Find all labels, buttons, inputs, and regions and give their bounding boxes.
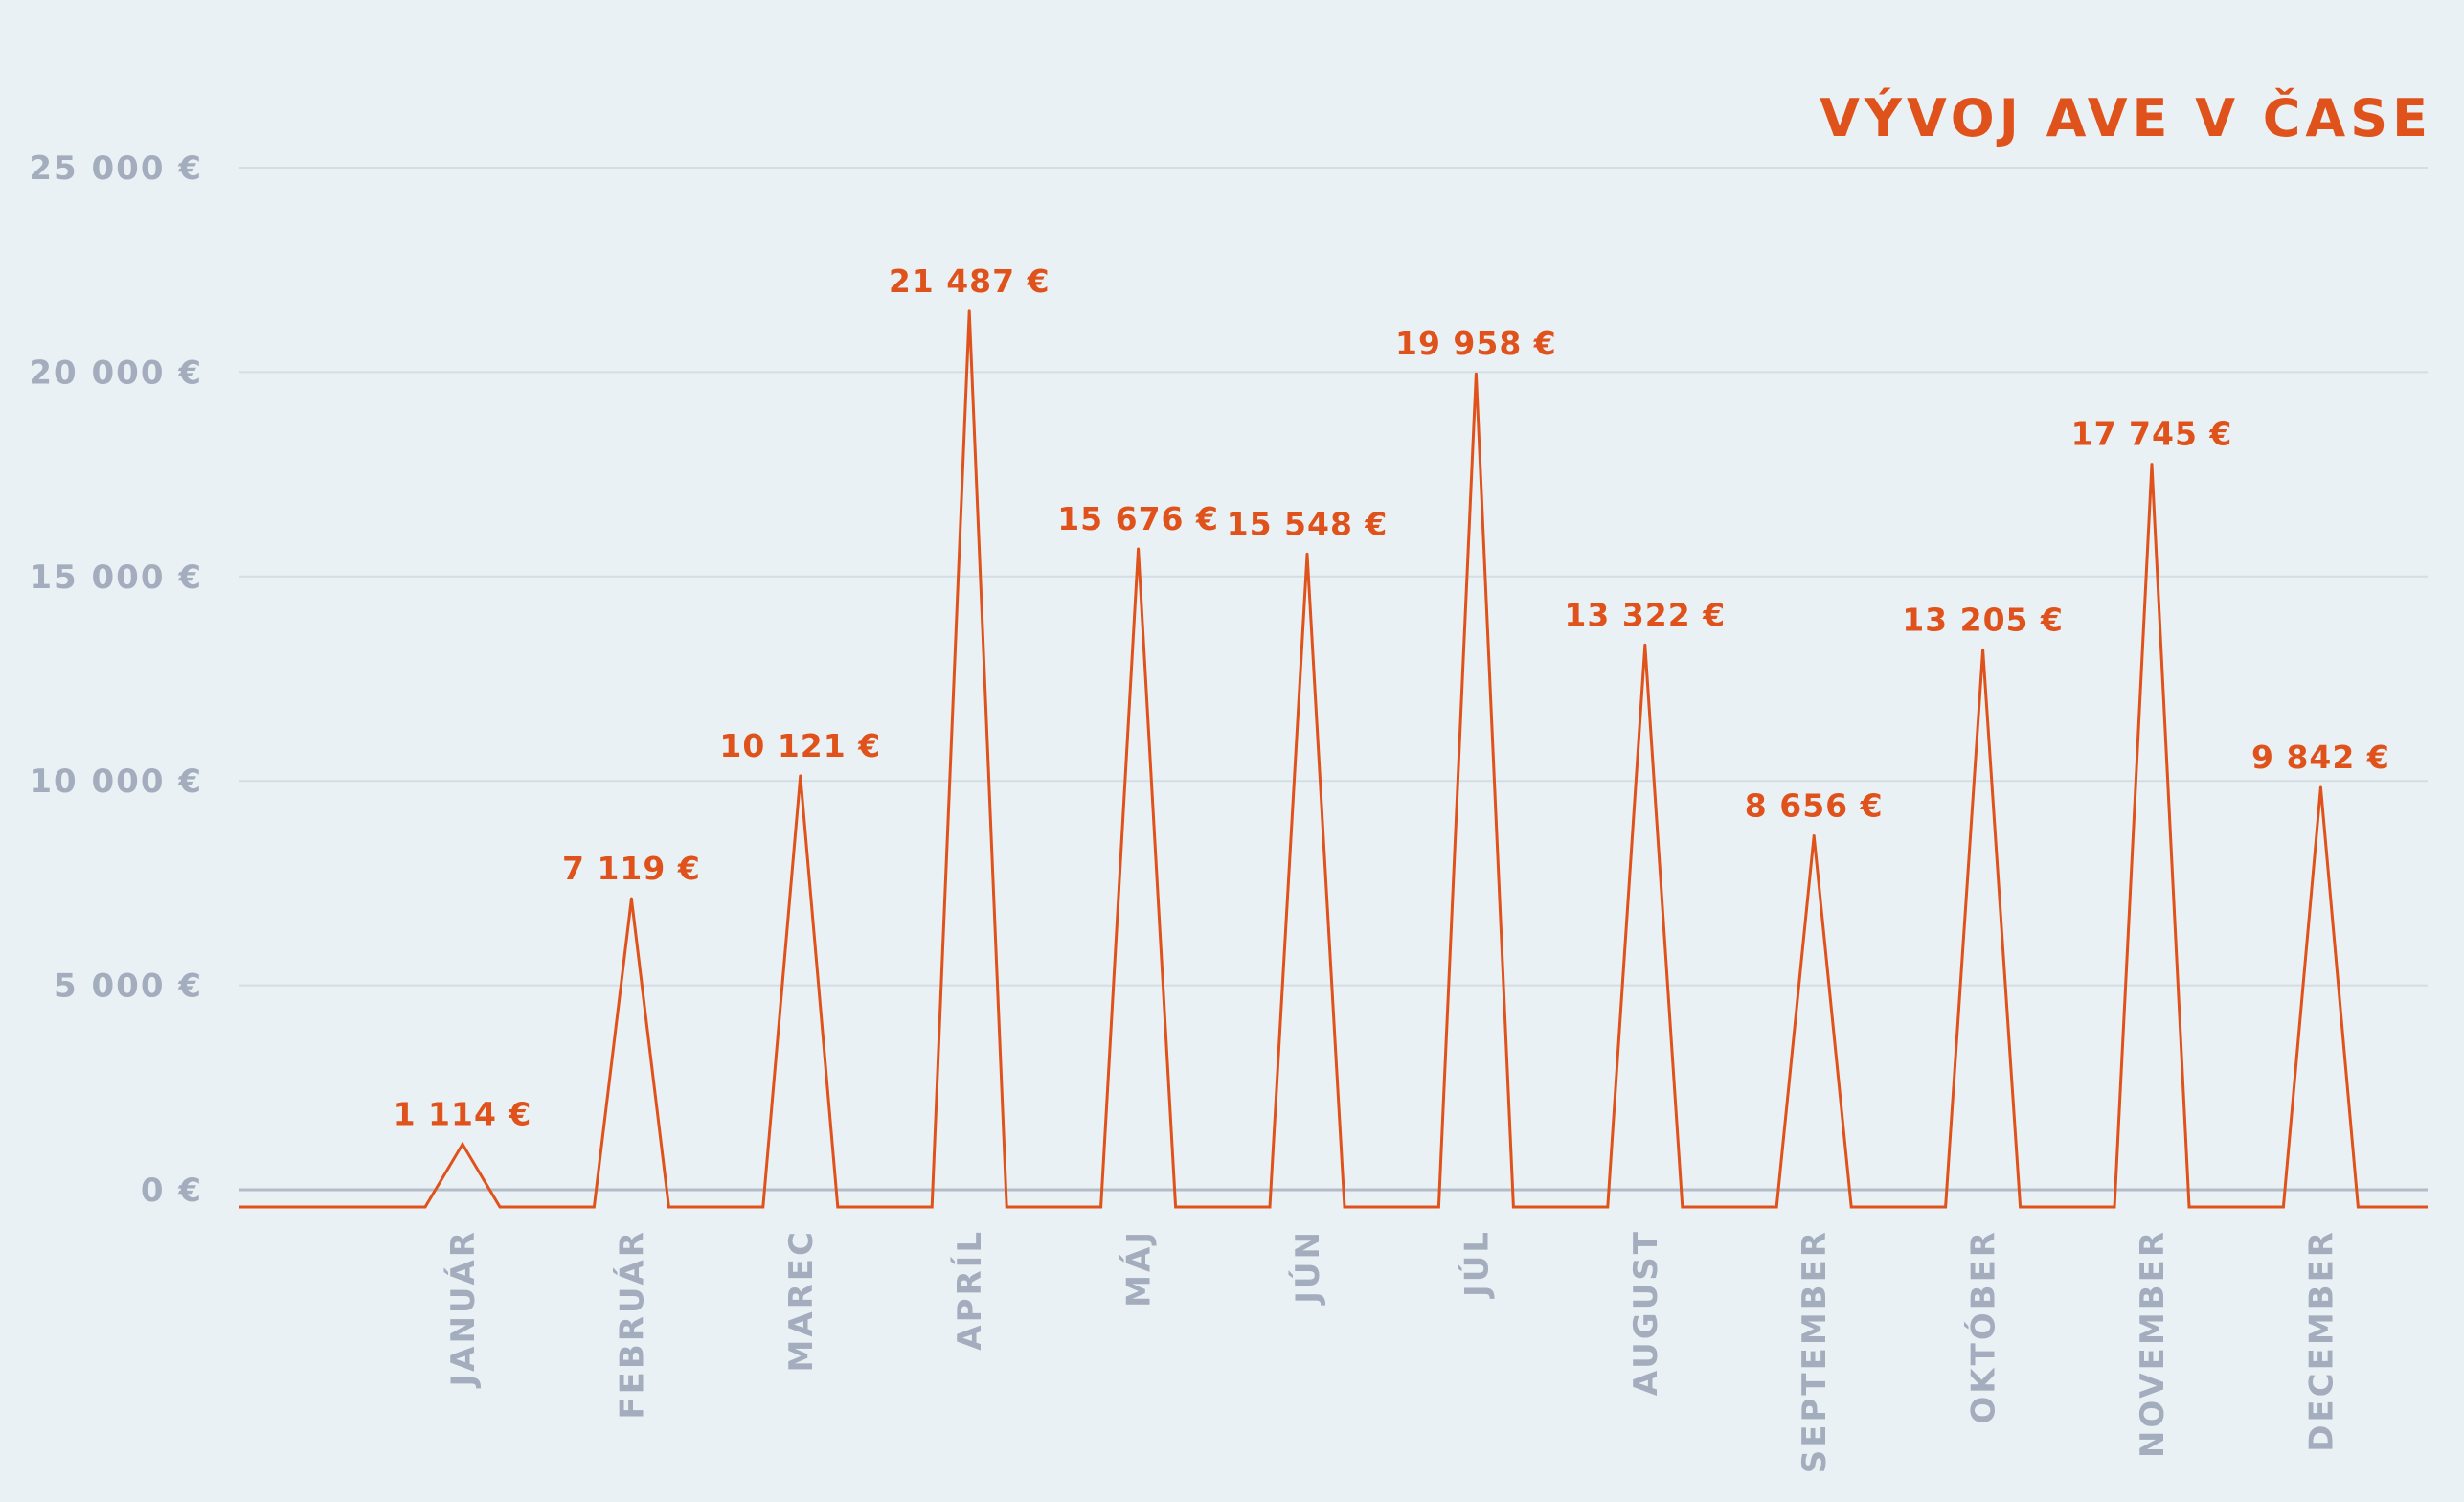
- data-label: 19 958 €: [1395, 325, 1557, 362]
- data-label-layer: 1 114 € 7 119 € 10 121 € 21 487 € 15 676 €15…: [394, 262, 2390, 1133]
- x-tick-label: DECEMBER: [2302, 1229, 2340, 1452]
- x-tick-label: OKTÓBER: [1964, 1229, 2003, 1424]
- data-label: 13 205 €: [1902, 601, 2064, 638]
- y-tick-label: 20 000 €: [29, 353, 203, 392]
- y-tick-label: 0 €: [141, 1172, 203, 1210]
- x-tick-label: NOVEMBER: [2134, 1229, 2172, 1458]
- chart-title: VÝVOJ AVE V ČASE: [1820, 88, 2432, 148]
- data-point: [1981, 648, 1985, 651]
- y-tick-label: 25 000 €: [29, 149, 203, 188]
- y-axis: 0 € 5 000 € 10 000 € 15 000 € 20 000 € 25 000…: [29, 149, 203, 1210]
- x-tick-label: MAREC: [782, 1229, 821, 1373]
- data-point: [2150, 463, 2154, 467]
- x-tick-label: MÁJ: [1119, 1229, 1159, 1308]
- x-axis: JANUÁR FEBRUÁR MAREC APRÍL MÁJ JÚN JÚL AUGUST SE…: [443, 1229, 2340, 1473]
- data-point: [1643, 643, 1647, 647]
- data-label: 1 114 €: [394, 1095, 532, 1132]
- data-label: 8 656 €: [1745, 787, 1884, 825]
- data-point: [461, 1142, 464, 1146]
- x-tick-label: FEBRUÁR: [612, 1229, 651, 1420]
- y-tick-label: 5 000 €: [54, 967, 203, 1006]
- y-tick-label: 10 000 €: [29, 762, 203, 801]
- y-tick-label: 15 000 €: [29, 558, 203, 597]
- data-label: 13 322 €: [1564, 596, 1726, 633]
- x-tick-label: JÚL: [1457, 1229, 1496, 1299]
- x-tick-label: JÚN: [1288, 1229, 1327, 1306]
- data-label: 17 745 €: [2071, 416, 2233, 453]
- data-label: 15 676 €: [1057, 500, 1219, 537]
- data-label: 15 548 €: [1227, 505, 1389, 542]
- data-label: 21 487 €: [889, 262, 1051, 300]
- x-tick-label: AUGUST: [1627, 1229, 1665, 1396]
- series-line: [239, 310, 2428, 1209]
- data-point: [799, 774, 802, 778]
- x-tick-label: SEPTEMBER: [1796, 1229, 1834, 1473]
- data-point: [1137, 547, 1141, 551]
- data-point: [2318, 785, 2322, 789]
- grid-layer: [239, 167, 2428, 1192]
- data-point: [629, 897, 633, 900]
- data-point: [967, 309, 971, 313]
- data-label: 9 842 €: [2251, 739, 2390, 776]
- series-layer: [239, 309, 2428, 1209]
- data-point: [1305, 552, 1309, 556]
- x-tick-label: JANUÁR: [443, 1229, 483, 1388]
- data-label: 7 119 €: [562, 850, 701, 887]
- data-point: [1812, 834, 1816, 838]
- x-tick-label: APRÍL: [950, 1229, 989, 1351]
- data-point: [1474, 372, 1478, 376]
- data-label: 10 121 €: [719, 727, 881, 764]
